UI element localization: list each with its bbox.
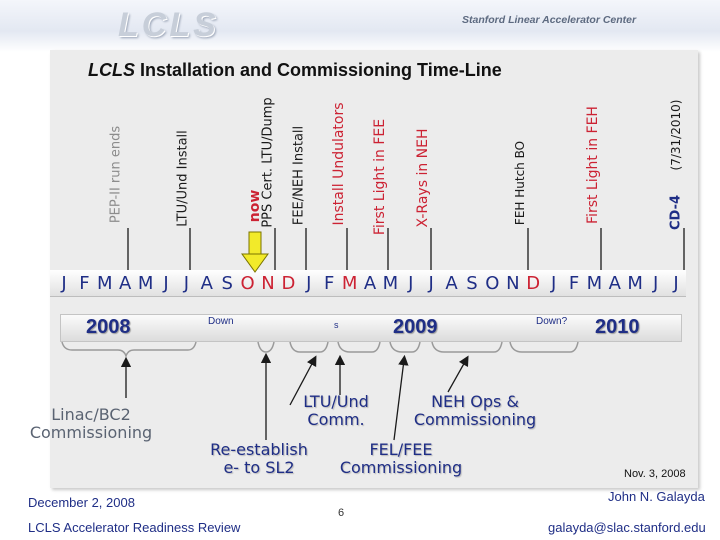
fel-line1: FEL/FEE (369, 440, 433, 459)
month-letter: J (61, 273, 67, 294)
month-letter: F (568, 273, 580, 294)
footer-author: John N. Galayda (608, 489, 705, 504)
month-letter: N (261, 273, 275, 294)
footer-page-number: 6 (338, 507, 345, 519)
month-letter: O (485, 273, 500, 294)
month-letter: O (240, 273, 255, 294)
slac-org-name: Stanford Linear Accelerator Center (462, 14, 637, 26)
year-2008: 2008 (86, 316, 131, 338)
month-letter: F (79, 273, 90, 294)
month-letter: J (306, 273, 312, 294)
period-brackets (61, 341, 579, 359)
neh-line1: NEH Ops & (431, 392, 519, 411)
month-letter: A (119, 273, 132, 294)
year-2009: 2009 (393, 316, 438, 338)
month-letter: A (200, 273, 213, 294)
reestablish-line2: e- to SL2 (223, 458, 295, 477)
month-letter: D (281, 273, 296, 294)
month-letter: J (550, 273, 557, 294)
annotation-arrows (120, 352, 469, 441)
month-letter: M (586, 273, 603, 294)
month-letter: S (221, 273, 233, 294)
month-letter: M (341, 273, 358, 294)
title-italic: LCLS (88, 60, 135, 80)
date-note: Nov. 3, 2008 (624, 468, 686, 480)
slide-panel (50, 50, 698, 488)
ltu-line2: Comm. (307, 410, 365, 429)
ltu-comm-label: LTU/Und Comm. (296, 393, 376, 429)
now-arrow (241, 231, 269, 273)
reestablish-line1: Re-establish (210, 440, 308, 459)
month-letter: S (466, 273, 478, 294)
linac-line1: Linac/BC2 (51, 405, 131, 424)
month-letter: M (97, 273, 113, 294)
month-letter: J (652, 273, 659, 294)
month-letter: J (183, 273, 190, 294)
month-letter: J (408, 273, 414, 294)
lcls-logo: LCLS (118, 6, 219, 44)
month-letter: J (428, 273, 434, 294)
fel-fee-label: FEL/FEE Commissioning (336, 441, 466, 477)
month-letter: J (163, 273, 169, 294)
month-letter: A (608, 273, 621, 294)
month-letter: J (673, 273, 679, 294)
month-letter: M (137, 273, 154, 294)
month-letter: M (382, 273, 399, 294)
month-letter: D (526, 273, 541, 294)
month-letter: N (506, 273, 520, 294)
month-letter: A (363, 273, 377, 294)
linac-commissioning-label: Linac/BC2 Commissioning (28, 406, 154, 442)
month-letter: F (324, 273, 335, 294)
month-bar (50, 270, 686, 297)
slide-title: LCLS Installation and Commissioning Time… (88, 60, 502, 81)
year-2010: 2010 (595, 316, 640, 338)
header-band (0, 0, 720, 52)
footer-date: December 2, 2008 (28, 495, 135, 510)
neh-ops-label: NEH Ops & Commissioning (408, 393, 542, 429)
linac-line2: Commissioning (29, 423, 153, 442)
title-text: Installation and Commissioning Time-Line (135, 60, 502, 80)
fel-line2: Commissioning (339, 458, 463, 477)
month-letter: M (627, 273, 643, 294)
footer-review: LCLS Accelerator Readiness Review (28, 520, 241, 535)
reestablish-label: Re-establish e- to SL2 (204, 441, 314, 477)
neh-line2: Commissioning (413, 410, 537, 429)
down-2009: Down? (536, 316, 568, 327)
small-mark: s (334, 320, 339, 330)
down-2008: Down (208, 316, 234, 327)
year-band (60, 314, 682, 342)
milestone-pointer-lines (127, 228, 685, 270)
ltu-line1: LTU/Und (303, 392, 369, 411)
footer-email: galayda@slac.stanford.edu (548, 520, 706, 535)
month-letter: A (445, 273, 458, 294)
